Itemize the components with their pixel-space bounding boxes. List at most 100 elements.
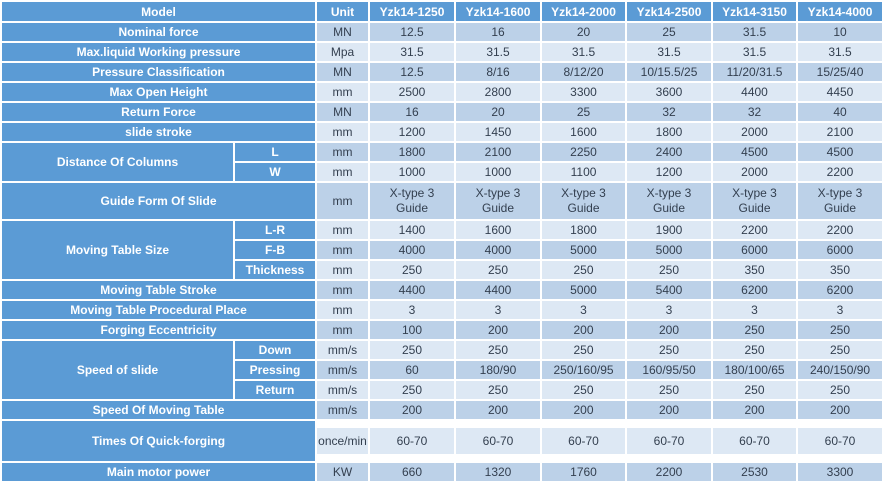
row-label: Times Of Quick-forging	[2, 421, 316, 461]
table-header-row: Model Unit Yzk14-1250 Yzk14-1600 Yzk14-2…	[2, 2, 882, 21]
value-cell: 1800	[542, 221, 626, 239]
value-cell: X-type 3 Guide	[542, 183, 626, 219]
table-row-pressure-classification: Pressure Classification MN 12.5 8/16 8/1…	[2, 63, 882, 81]
unit-cell: mm	[317, 83, 369, 101]
value-cell: 2100	[456, 143, 541, 161]
table-row-quick-forging: Times Of Quick-forging once/min 60-70 60…	[2, 421, 882, 461]
value-cell: 2100	[798, 123, 882, 141]
value-cell: 2200	[713, 221, 797, 239]
value-cell: 8/16	[456, 63, 541, 81]
value-cell: 250	[798, 381, 882, 399]
value-cell: 40	[798, 103, 882, 121]
unit-cell: mm	[317, 281, 369, 299]
unit-cell: mm	[317, 221, 369, 239]
value-cell: X-type 3 Guide	[713, 183, 797, 219]
value-cell: 250	[370, 341, 455, 359]
value-cell: 250	[627, 261, 712, 279]
unit-cell: MN	[317, 23, 369, 41]
value-cell: 250	[627, 381, 712, 399]
value-cell: 1450	[456, 123, 541, 141]
value-cell: 3	[542, 301, 626, 319]
value-cell: 3	[456, 301, 541, 319]
table-row-nominal-force: Nominal force MN 12.5 16 20 25 31.5 10	[2, 23, 882, 41]
value-cell: 2250	[542, 143, 626, 161]
value-cell: X-type 3 Guide	[627, 183, 712, 219]
value-cell-text: 60-70	[456, 428, 541, 454]
value-cell: 200	[542, 401, 626, 419]
value-cell: 3300	[542, 83, 626, 101]
value-cell: 250	[542, 381, 626, 399]
value-cell: 11/20/31.5	[713, 63, 797, 81]
value-cell-text: 60-70	[370, 428, 455, 454]
row-label: Pressure Classification	[2, 63, 316, 81]
value-cell: 200	[627, 321, 712, 339]
value-cell: 32	[627, 103, 712, 121]
value-cell: 60-70	[370, 421, 455, 461]
value-cell: 10	[798, 23, 882, 41]
value-cell: 250	[542, 261, 626, 279]
model-column-header: Yzk14-4000	[798, 2, 882, 21]
unit-cell: mm/s	[317, 341, 369, 359]
value-cell: 2530	[713, 463, 797, 481]
row-label: Moving Table Stroke	[2, 281, 316, 299]
table-row-speed-return: Return mm/s 250 250 250 250 250 250	[2, 381, 882, 399]
row-label: Max.liquid Working pressure	[2, 43, 316, 61]
value-cell: 5000	[542, 281, 626, 299]
value-cell: 3	[713, 301, 797, 319]
value-cell: 60-70	[713, 421, 797, 461]
value-cell: 6000	[713, 241, 797, 259]
value-cell: 1800	[627, 123, 712, 141]
value-cell: 1600	[542, 123, 626, 141]
unit-cell: mm	[317, 261, 369, 279]
value-cell: 60	[370, 361, 455, 379]
row-label: Forging Eccentricity	[2, 321, 316, 339]
value-cell: 2800	[456, 83, 541, 101]
value-cell: 2000	[713, 123, 797, 141]
value-cell-text: 60-70	[798, 428, 882, 454]
value-cell: X-type 3 Guide	[370, 183, 455, 219]
value-cell: 5000	[542, 241, 626, 259]
table-row-table-size-thickness: Thickness mm 250 250 250 250 350 350	[2, 261, 882, 279]
row-label: Nominal force	[2, 23, 316, 41]
unit-cell: mm	[317, 143, 369, 161]
unit-cell: mm/s	[317, 401, 369, 419]
value-cell-text: 60-70	[627, 428, 712, 454]
sub-row-label: W	[235, 163, 316, 181]
row-label: slide stroke	[2, 123, 316, 141]
value-cell: 60-70	[542, 421, 626, 461]
row-label: Speed Of Moving Table	[2, 401, 316, 419]
value-cell: 6200	[798, 281, 882, 299]
unit-cell: mm	[317, 183, 369, 219]
table-row-main-motor-power: Main motor power KW 660 1320 1760 2200 2…	[2, 463, 882, 481]
table-row-distance-w: W mm 1000 1000 1100 1200 2000 2200	[2, 163, 882, 181]
value-cell: 8/12/20	[542, 63, 626, 81]
value-cell: 5400	[627, 281, 712, 299]
value-cell-text: 60-70	[542, 428, 626, 454]
sub-row-label: Thickness	[235, 261, 316, 279]
value-cell: 12.5	[370, 63, 455, 81]
model-column-header: Yzk14-2000	[542, 2, 626, 21]
unit-cell: Mpa	[317, 43, 369, 61]
row-label: Guide Form Of Slide	[2, 183, 316, 219]
group-label-distance-of-columns: Distance Of Columns	[2, 143, 233, 181]
value-cell: 4450	[798, 83, 882, 101]
table-row-procedural-place: Moving Table Procedural Place mm 3 3 3 3…	[2, 301, 882, 319]
sub-row-label: L	[235, 143, 316, 161]
value-cell: 250	[713, 341, 797, 359]
unit-header: Unit	[317, 2, 369, 21]
unit-cell-text: once/min	[317, 428, 369, 454]
table-row-speed-of-moving-table: Speed Of Moving Table mm/s 200 200 200 2…	[2, 401, 882, 419]
value-cell: 1900	[627, 221, 712, 239]
value-cell: 1200	[627, 163, 712, 181]
value-cell: 16	[370, 103, 455, 121]
model-header: Model	[2, 2, 316, 21]
value-cell: 4400	[456, 281, 541, 299]
value-cell: X-type 3 Guide	[798, 183, 882, 219]
value-cell: 1320	[456, 463, 541, 481]
sub-row-label: L-R	[235, 221, 316, 239]
model-column-header: Yzk14-2500	[627, 2, 712, 21]
value-cell: 1600	[456, 221, 541, 239]
value-cell: 250	[542, 341, 626, 359]
sub-row-label: Return	[235, 381, 316, 399]
